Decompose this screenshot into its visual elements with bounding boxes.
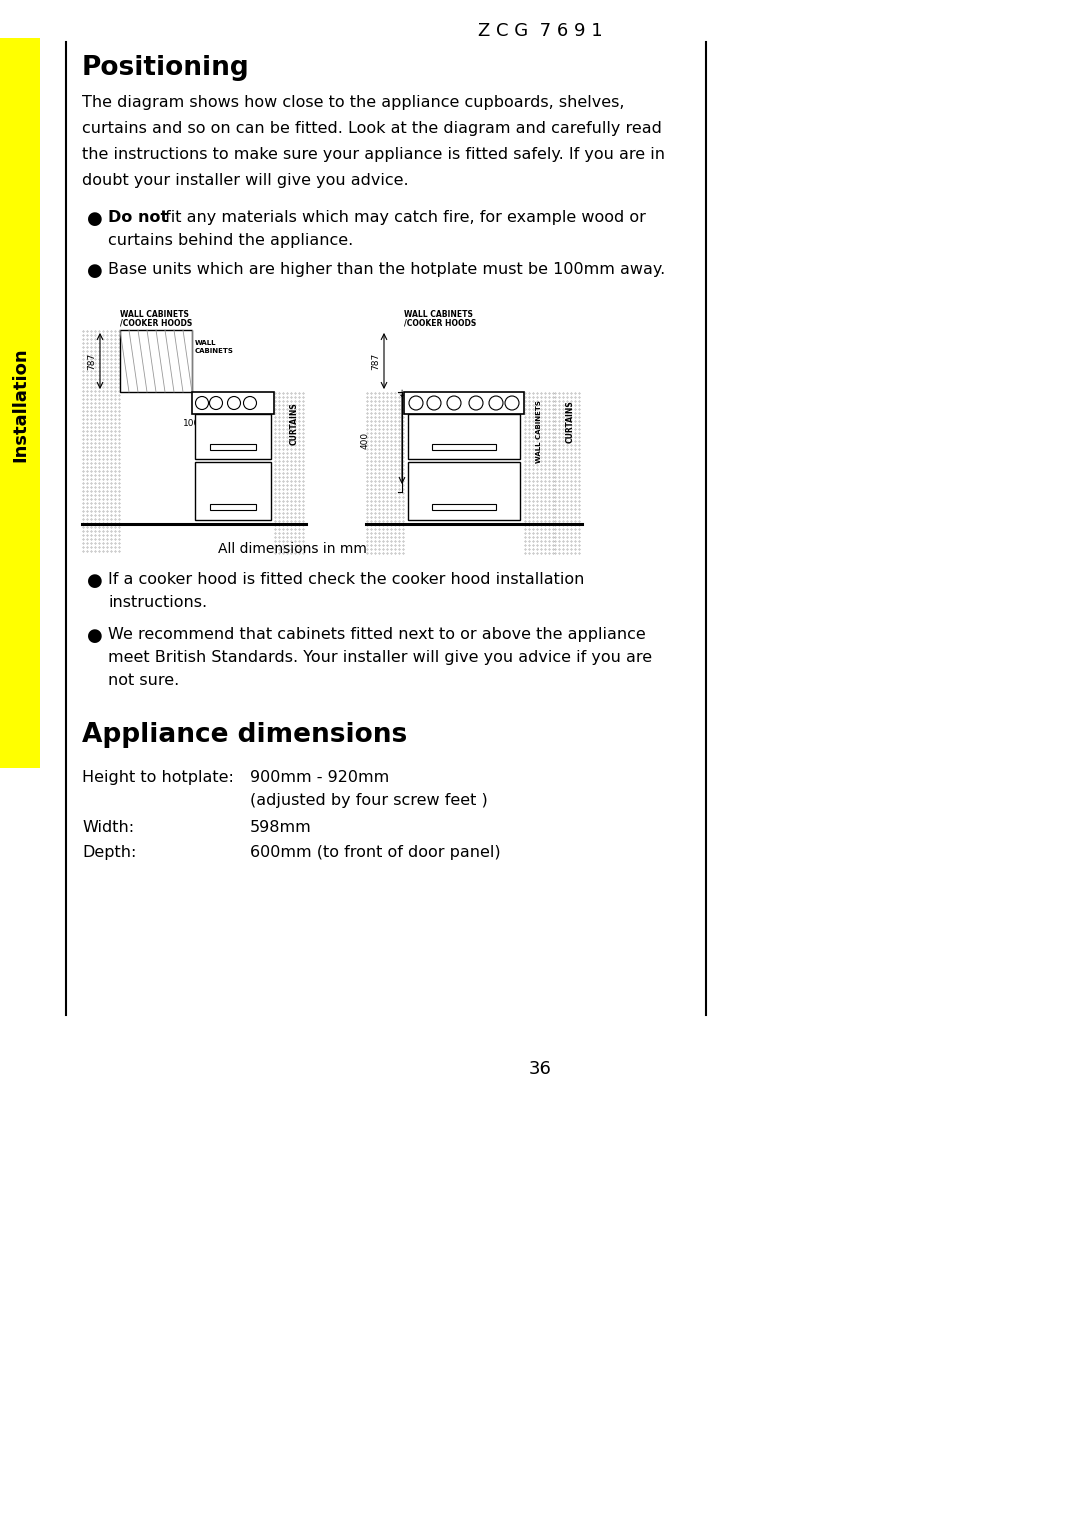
Bar — [432, 504, 496, 510]
Text: 600mm (to front of door panel): 600mm (to front of door panel) — [249, 845, 501, 860]
Text: doubt your installer will give you advice.: doubt your installer will give you advic… — [82, 173, 408, 188]
Text: less: less — [197, 419, 215, 428]
Bar — [210, 504, 256, 510]
Text: Base units which are higher than the hotplate must be 100mm away.: Base units which are higher than the hot… — [108, 261, 665, 277]
Text: the instructions to make sure your appliance is fitted safely. If you are in: the instructions to make sure your appli… — [82, 147, 665, 162]
Text: Width:: Width: — [82, 821, 134, 834]
Text: 400: 400 — [197, 451, 214, 458]
Text: (adjusted by four screw feet ): (adjusted by four screw feet ) — [249, 793, 488, 808]
Bar — [120, 330, 192, 393]
Text: CURTAINS: CURTAINS — [566, 400, 575, 443]
Text: /COOKER HOODS: /COOKER HOODS — [120, 319, 192, 329]
Text: ●: ● — [87, 626, 103, 645]
Text: 150: 150 — [492, 461, 510, 471]
Text: If a cooker hood is fitted check the cooker hood installation: If a cooker hood is fitted check the coo… — [108, 571, 584, 587]
Text: Installation: Installation — [11, 348, 29, 463]
Text: Positioning: Positioning — [82, 55, 249, 81]
Text: Appliance dimensions: Appliance dimensions — [82, 723, 407, 749]
Text: 598mm: 598mm — [249, 821, 312, 834]
Text: WALL CABINETS: WALL CABINETS — [536, 400, 542, 463]
Bar — [0, 38, 40, 769]
Text: meet British Standards. Your installer will give you advice if you are: meet British Standards. Your installer w… — [108, 649, 652, 665]
Text: curtains behind the appliance.: curtains behind the appliance. — [108, 232, 353, 248]
Bar — [432, 445, 496, 451]
Bar — [192, 393, 274, 414]
Text: WALL: WALL — [195, 341, 216, 345]
Text: /COOKER HOODS: /COOKER HOODS — [404, 319, 476, 329]
Bar — [195, 461, 271, 520]
Text: ●: ● — [87, 261, 103, 280]
Bar — [408, 461, 519, 520]
Text: All dimensions in mm: All dimensions in mm — [217, 542, 366, 556]
Text: 787: 787 — [87, 353, 96, 370]
Text: curtains and so on can be fitted. Look at the diagram and carefully read: curtains and so on can be fitted. Look a… — [82, 121, 662, 136]
Text: Z C G  7 6 9 1: Z C G 7 6 9 1 — [477, 21, 603, 40]
Text: instructions.: instructions. — [108, 594, 207, 610]
Text: 100: 100 — [184, 419, 201, 428]
Text: than: than — [197, 439, 218, 448]
Bar — [404, 393, 524, 414]
Text: We recommend that cabinets fitted next to or above the appliance: We recommend that cabinets fitted next t… — [108, 626, 646, 642]
Text: WALL CABINETS: WALL CABINETS — [120, 310, 189, 319]
Bar — [408, 414, 519, 458]
Text: ↓: ↓ — [397, 390, 406, 399]
Text: Do not: Do not — [108, 209, 168, 225]
Text: 400: 400 — [361, 431, 370, 449]
Text: CABINETS: CABINETS — [195, 348, 234, 354]
Text: fit any materials which may catch fire, for example wood or: fit any materials which may catch fire, … — [160, 209, 646, 225]
Text: CURTAINS: CURTAINS — [289, 402, 298, 445]
Text: Depth:: Depth: — [82, 845, 136, 860]
Text: not sure.: not sure. — [108, 672, 179, 688]
Text: ●: ● — [87, 209, 103, 228]
Text: The diagram shows how close to the appliance cupboards, shelves,: The diagram shows how close to the appli… — [82, 95, 624, 110]
Text: ●: ● — [87, 571, 103, 590]
Text: 900mm - 920mm: 900mm - 920mm — [249, 770, 389, 785]
Bar — [195, 414, 271, 458]
Text: Height to hotplate:: Height to hotplate: — [82, 770, 234, 785]
Bar — [210, 445, 256, 451]
Text: 36: 36 — [528, 1060, 552, 1077]
Text: WALL CABINETS: WALL CABINETS — [404, 310, 473, 319]
Text: 787: 787 — [372, 353, 380, 370]
